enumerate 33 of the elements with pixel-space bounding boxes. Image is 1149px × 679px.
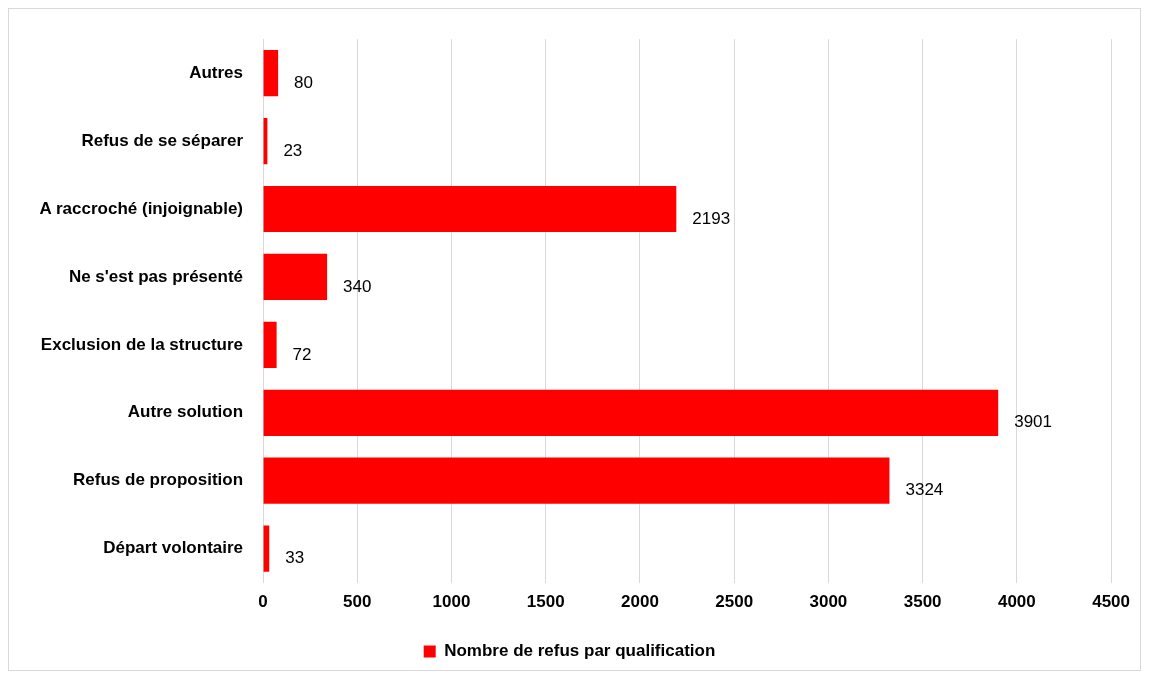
bar (263, 457, 890, 504)
y-tick-label: A raccroché (injoignable) (39, 198, 244, 218)
x-tick-label: 2500 (715, 592, 754, 612)
data-label: 2193 (692, 208, 731, 228)
legend-label: Nombre de refus par qualification (444, 641, 716, 661)
y-tick-label: Refus de proposition (73, 470, 244, 490)
y-tick-label: Autres (189, 62, 244, 82)
y-tick-label: Départ volontaire (103, 538, 244, 558)
y-tick-label: Refus de se séparer (81, 130, 244, 150)
bar (263, 50, 279, 97)
x-tick-label: 500 (343, 592, 372, 612)
x-tick-label: 1500 (526, 592, 565, 612)
data-label: 3901 (1014, 412, 1053, 432)
data-label: 3324 (905, 480, 944, 500)
data-label: 23 (283, 140, 303, 160)
bar (263, 185, 677, 233)
x-tick-label: 4500 (1092, 592, 1130, 612)
bar (263, 321, 277, 368)
bar (263, 253, 328, 301)
data-label: 33 (285, 548, 305, 568)
x-tick-label: 4000 (997, 592, 1036, 612)
x-tick-label: 2000 (621, 592, 659, 612)
data-label: 72 (292, 344, 312, 364)
x-tick-label: 0 (258, 592, 268, 612)
data-label: 340 (343, 276, 372, 296)
x-tick-label: 3500 (903, 592, 942, 612)
data-label: 80 (294, 72, 314, 92)
y-tick-label: Ne s'est pas présenté (68, 266, 244, 286)
x-tick-label: 3000 (809, 592, 848, 612)
bar (263, 389, 999, 436)
y-tick-label: Autre solution (127, 402, 244, 422)
x-tick-label: 1000 (432, 592, 471, 612)
y-tick-label: Exclusion de la structure (40, 334, 244, 354)
